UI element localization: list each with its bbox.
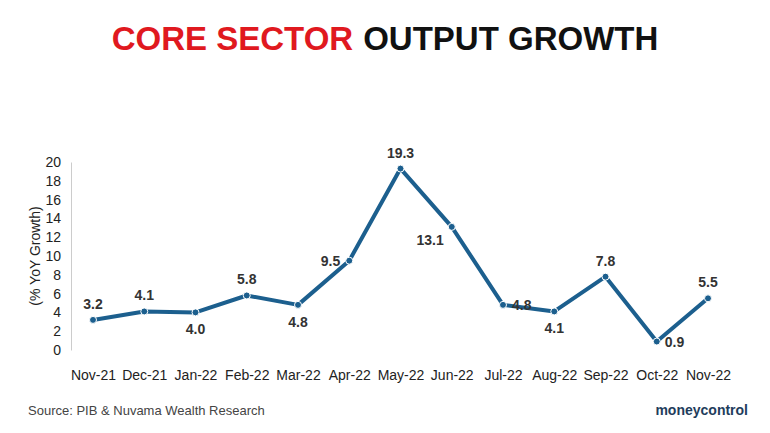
x-tick: Mar-22 [276,358,321,383]
y-tick-label: 18 [45,173,61,189]
x-tick: Jun-22 [431,358,474,383]
y-tick: 12 [45,229,71,245]
marker [705,295,712,302]
y-axis-line [71,163,72,351]
title: CORE SECTOROUTPUT GROWTH [112,20,659,57]
x-tick-label: Apr-22 [329,367,371,383]
y-tick-label: 4 [53,304,61,320]
line [93,169,708,342]
marker [653,338,660,345]
x-tick: Apr-22 [329,358,371,383]
x-tick: Jul-22 [484,358,522,383]
x-tick-label: Mar-22 [276,367,321,383]
marker [551,308,558,315]
x-tick-label: Feb-22 [225,367,270,383]
y-tick: 18 [45,173,71,189]
y-axis-title: (% YoY Growth) [27,206,43,305]
y-tick: 16 [45,192,71,208]
y-tick: 0 [53,342,71,358]
x-tick-label: Nov-21 [71,367,116,383]
x-tick: Jan-22 [175,358,218,383]
data-label: 9.5 [321,253,341,269]
y-tick: 14 [45,210,71,226]
x-tick: May-22 [378,358,425,383]
x-axis: Nov-21 Dec-21 Jan-22 Feb-22 Mar-22 Apr-22 May-… [71,358,731,383]
chart: CORE SECTOROUTPUT GROWTH 0 2 4 6 8 10 12 14 16 18 2… [0,0,770,433]
x-tick-label: Nov-22 [686,367,731,383]
data-label: 19.3 [387,145,414,161]
x-tick: Aug-22 [532,358,577,383]
x-tick: Feb-22 [225,358,270,383]
x-tick: Sep-22 [583,358,628,383]
brand: moneycontrol [655,402,748,418]
y-tick-label: 20 [45,154,61,170]
data-label: 4.0 [186,321,206,337]
y-tick-label: 10 [45,248,61,264]
marker [141,308,148,315]
x-tick-label: Jan-22 [175,367,218,383]
y-tick: 2 [53,323,71,339]
data-label: 5.8 [237,271,257,287]
x-tick: Nov-22 [686,358,731,383]
data-label: 4.8 [288,314,308,330]
x-tick-label: May-22 [378,367,425,383]
x-tick: Nov-21 [71,358,116,383]
x-tick-label: Dec-21 [122,367,167,383]
y-tick: 4 [53,304,71,320]
x-tick: Dec-21 [122,358,167,383]
y-tick: 10 [45,248,71,264]
y-tick-label: 16 [45,192,61,208]
data-label: 4.8 [512,297,532,313]
marker [192,309,199,316]
marker [397,165,404,172]
x-tick-label: Jul-22 [484,367,522,383]
y-tick: 8 [53,267,71,283]
source: Source: PIB & Nuvama Wealth Research [28,403,265,418]
marker [243,292,250,299]
x-tick-label: Sep-22 [583,367,628,383]
marker [90,316,97,323]
x-tick-label: Aug-22 [532,367,577,383]
data-label: 4.1 [545,320,565,336]
y-tick-label: 14 [45,210,61,226]
y-tick-label: 0 [53,342,61,358]
data-label: 7.8 [596,253,616,269]
data-labels: 3.2 4.1 4.0 5.8 4.8 9.5 19.3 13.1 4.8 4.1 7.8 0.9 5.… [83,145,718,350]
x-tick-label: Jun-22 [431,367,474,383]
y-tick-label: 6 [53,286,61,302]
y-tick-label: 8 [53,267,61,283]
x-tick: Oct-22 [636,358,678,383]
x-axis-line [94,358,709,359]
y-tick-label: 12 [45,229,61,245]
marker [602,273,609,280]
title-part: OUTPUT GROWTH [363,20,658,57]
y-tick: 20 [45,154,71,170]
data-label: 4.1 [135,287,155,303]
marker [295,301,302,308]
x-tick-label: Oct-22 [636,367,678,383]
title-part: CORE SECTOR [112,20,354,57]
y-tick: 6 [53,286,71,302]
y-tick-label: 2 [53,323,61,339]
data-label: 5.5 [698,274,718,290]
plot-area [90,165,712,345]
marker [448,223,455,230]
data-label: 13.1 [417,232,444,248]
y-axis: 0 2 4 6 8 10 12 14 16 18 20 [45,154,71,358]
marker [500,301,507,308]
data-label: 0.9 [665,334,685,350]
marker [346,257,353,264]
data-label: 3.2 [83,296,103,312]
